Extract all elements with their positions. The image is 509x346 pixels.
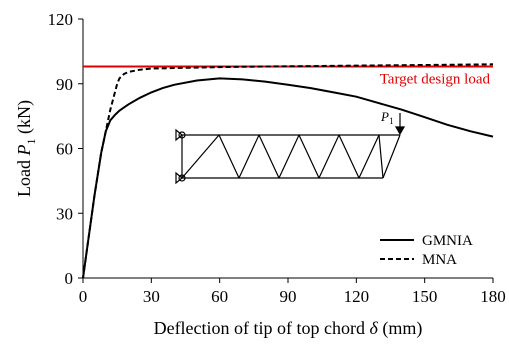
x-tick-label: 0 xyxy=(79,287,88,306)
legend-label-gmnia: GMNIA xyxy=(422,233,473,249)
series-line-gmnia xyxy=(82,77,494,279)
x-tick-label: 60 xyxy=(211,287,228,306)
legend-label-mna: MNA xyxy=(422,252,457,268)
y-tick-label: 0 xyxy=(65,269,74,288)
truss-web xyxy=(358,134,380,179)
plot-area: 0 30 60 90 120 150 180 0 30 60 90 120 Deflection of … xyxy=(14,10,506,339)
target-design-load-label: Target design load xyxy=(380,71,491,87)
truss-web xyxy=(218,134,240,179)
y-axis-title: Load P1 (kN) xyxy=(14,100,38,197)
truss-inset: P1 xyxy=(175,109,406,185)
truss-support-triangle xyxy=(175,128,183,142)
truss-support-pin xyxy=(178,131,186,139)
y-tick-label: 30 xyxy=(56,204,73,223)
load-arrow-head xyxy=(394,126,406,136)
truss-end-member xyxy=(382,134,401,179)
y-tick-label: 120 xyxy=(48,10,74,29)
truss-web xyxy=(278,134,300,179)
truss-support-triangle xyxy=(175,171,183,185)
truss-web xyxy=(298,134,320,179)
truss-web xyxy=(258,134,280,179)
y-tick-label: 60 xyxy=(56,140,73,159)
x-tick-label: 150 xyxy=(412,287,438,306)
x-tick-label: 30 xyxy=(143,287,160,306)
truss-web xyxy=(238,134,260,179)
x-tick-label: 90 xyxy=(280,287,297,306)
load-label-p1: P1 xyxy=(380,109,393,126)
truss-web xyxy=(378,134,384,179)
truss-support-pin xyxy=(178,174,186,182)
truss-web xyxy=(338,134,360,179)
x-axis-title: Deflection of tip of top chord δ (mm) xyxy=(154,318,423,339)
series-line-mna xyxy=(82,63,494,279)
truss-web xyxy=(318,134,340,179)
x-tick-label: 180 xyxy=(480,287,506,306)
x-tick-label: 120 xyxy=(344,287,370,306)
y-tick-label: 90 xyxy=(56,75,73,94)
truss-web xyxy=(181,134,220,179)
